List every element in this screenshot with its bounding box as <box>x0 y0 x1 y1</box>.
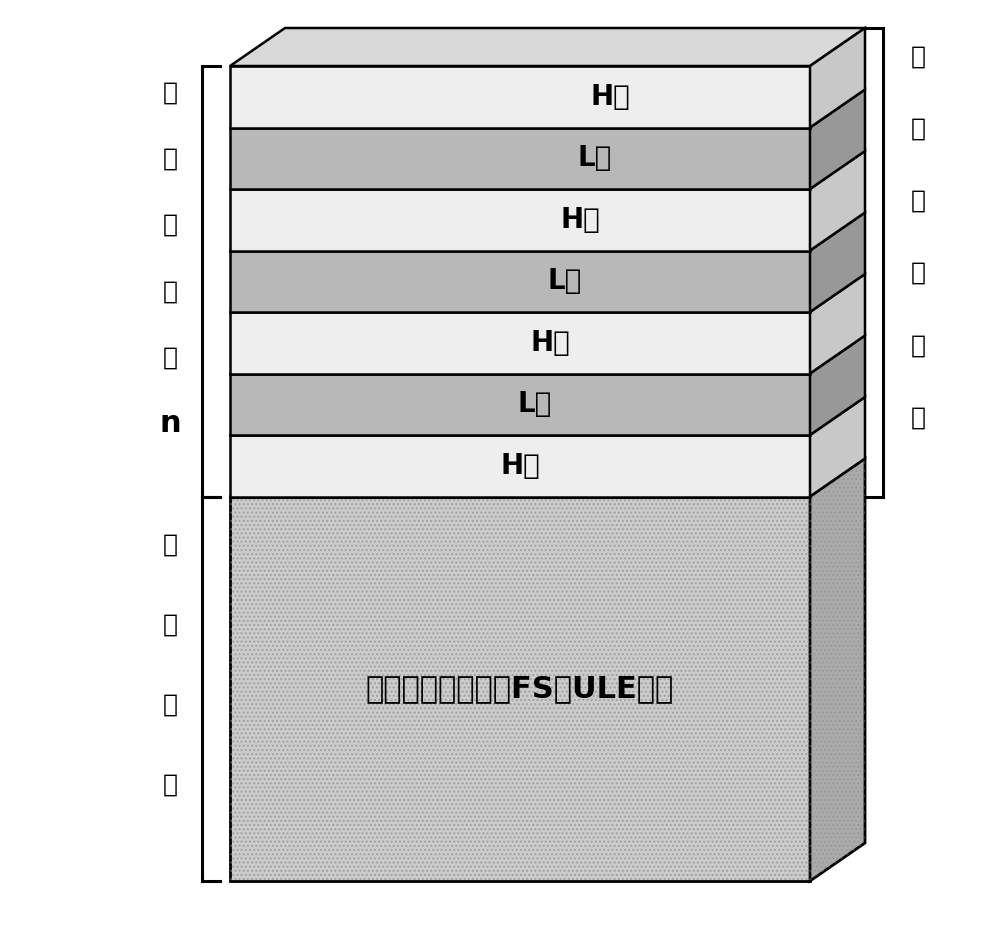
Bar <box>230 496 810 881</box>
Text: 度: 度 <box>910 406 926 430</box>
Polygon shape <box>810 90 865 189</box>
Text: L层: L层 <box>518 390 552 419</box>
Polygon shape <box>230 496 810 881</box>
Polygon shape <box>230 212 865 251</box>
Text: 超低膨胀材料（如FS、ULE等）: 超低膨胀材料（如FS、ULE等） <box>366 674 674 703</box>
Text: H层: H层 <box>530 329 570 357</box>
Polygon shape <box>230 128 810 189</box>
Text: n: n <box>159 409 181 438</box>
Text: 厚: 厚 <box>910 333 926 357</box>
Polygon shape <box>230 28 865 66</box>
Polygon shape <box>810 397 865 496</box>
Text: 镜: 镜 <box>162 532 177 557</box>
Text: 基: 基 <box>162 693 177 717</box>
Text: H层: H层 <box>560 206 600 233</box>
Polygon shape <box>230 397 865 435</box>
Polygon shape <box>230 66 810 128</box>
Text: 总: 总 <box>162 279 177 303</box>
Polygon shape <box>810 335 865 435</box>
Polygon shape <box>230 335 865 373</box>
Polygon shape <box>230 373 810 435</box>
Text: 镀: 镀 <box>910 44 926 69</box>
Text: 膜: 膜 <box>910 117 926 141</box>
Polygon shape <box>230 90 865 128</box>
Text: 膜: 膜 <box>162 146 177 170</box>
Text: 数: 数 <box>162 345 177 369</box>
Text: 总: 总 <box>910 261 926 285</box>
Polygon shape <box>230 312 810 373</box>
Polygon shape <box>230 189 810 251</box>
Text: L层: L层 <box>548 268 582 295</box>
Polygon shape <box>230 458 865 496</box>
Text: 层: 层 <box>910 189 926 213</box>
Polygon shape <box>810 151 865 251</box>
Text: H层: H层 <box>590 82 630 111</box>
Text: 层: 层 <box>162 213 177 237</box>
Polygon shape <box>810 274 865 373</box>
Polygon shape <box>230 274 865 312</box>
Polygon shape <box>230 151 865 189</box>
Polygon shape <box>230 251 810 312</box>
Text: H层: H层 <box>500 452 540 480</box>
Polygon shape <box>810 458 865 881</box>
Text: L层: L层 <box>578 144 612 172</box>
Text: 底: 底 <box>162 773 177 797</box>
Polygon shape <box>810 212 865 312</box>
Text: 子: 子 <box>162 613 177 637</box>
Text: 镀: 镀 <box>162 81 177 105</box>
Polygon shape <box>230 435 810 496</box>
Polygon shape <box>810 28 865 128</box>
